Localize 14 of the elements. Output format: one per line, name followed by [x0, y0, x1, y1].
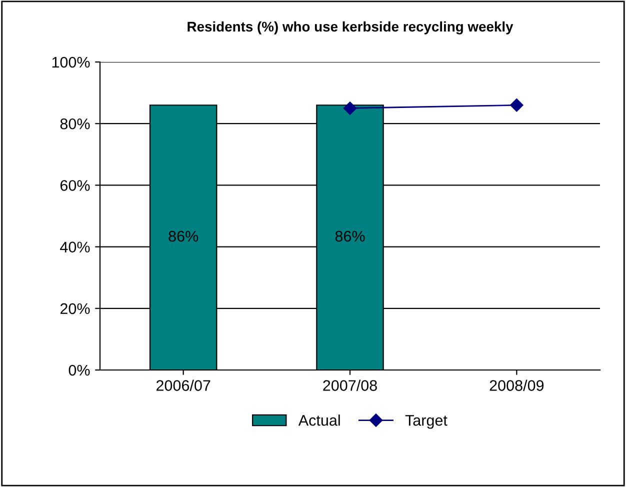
- data-label: 86%: [335, 230, 365, 242]
- legend-label: Target: [405, 415, 448, 429]
- legend-label: Actual: [298, 414, 340, 426]
- y-tick-label: 60%: [60, 180, 90, 191]
- x-tick-label: 2006/07: [156, 380, 210, 391]
- chart-title: Residents (%) who use kerbside recycling weekly: [188, 21, 514, 34]
- y-tick-label: 20%: [60, 303, 90, 314]
- y-tick-label: 80%: [60, 118, 90, 130]
- y-tick-label: 100%: [52, 56, 90, 68]
- y-tick-label: 0%: [68, 364, 90, 376]
- data-label: 86%: [168, 230, 198, 242]
- x-tick-label: 2008/09: [490, 380, 544, 391]
- x-tick-label: 2007/08: [323, 380, 377, 391]
- y-tick-label: 40%: [60, 242, 90, 252]
